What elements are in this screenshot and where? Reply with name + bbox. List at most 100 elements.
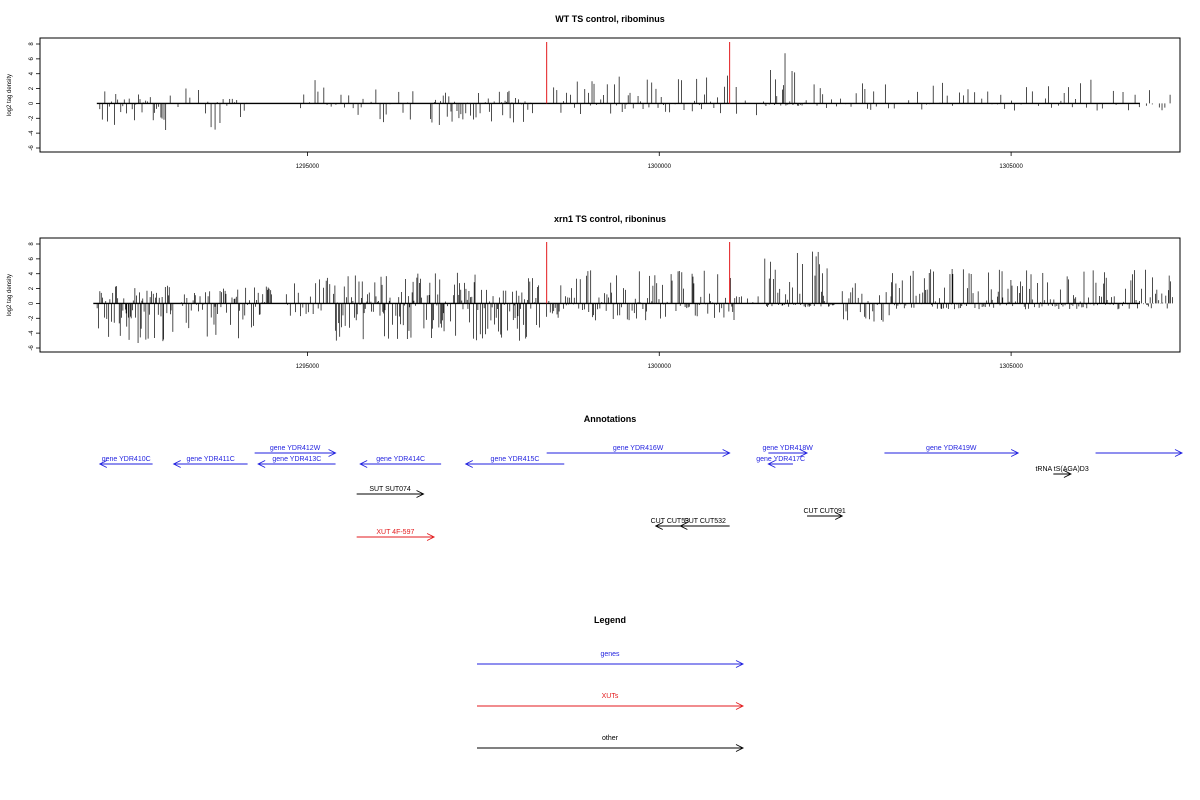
annotation-feature: XUT 4F-597	[356, 529, 436, 541]
wt-x-tick-label: 1305000	[999, 164, 1023, 170]
wt-x-tick-label: 1300000	[648, 164, 672, 170]
annotation-feature-arrowhead	[679, 522, 688, 530]
annotation-feature-arrowhead	[464, 460, 473, 468]
xrn1-panel-frame	[39, 237, 1181, 353]
annotation-feature-arrowhead	[172, 460, 181, 468]
wt-x-tick-label: 1295000	[296, 164, 320, 170]
annotation-label: gene YDR413C	[272, 456, 321, 463]
wt-y-tick-label: -6	[29, 145, 35, 151]
annotation-label: XUT 4F-597	[376, 529, 414, 536]
wt-y-tick-label: 4	[29, 71, 35, 75]
annotation-label: CUT CUT53	[651, 518, 689, 525]
wt-y-tick-label: 2	[29, 86, 35, 90]
annotation-feature-arrowhead	[835, 512, 844, 520]
legend-label: other	[602, 735, 619, 742]
annotation-feature: tRNA tS(AGA)D3	[1035, 466, 1089, 478]
xrn1-y-tick-label: -4	[29, 330, 35, 336]
xrn1-y-axis: 8 6 4 2 0 -2 -4 -6	[29, 242, 40, 351]
annotation-label: gene YDR419W	[926, 445, 977, 452]
xrn1-markers	[546, 242, 731, 304]
xrn1-coverage-panel: xrn1 TS control, riboninus log2 tag dens…	[7, 214, 1181, 370]
annotation-feature-arrowhead	[416, 490, 425, 498]
annotation-feature: SUT SUT074	[356, 486, 425, 498]
annotation-feature-arrowhead	[1174, 449, 1184, 457]
annotation-feature: CUT CUT53	[651, 518, 689, 530]
annotation-label: gene YDR418W	[762, 445, 813, 452]
wt-panel-ylabel: log2 tag density	[7, 74, 13, 116]
wt-x-axis: 1295000 1300000 1305000	[296, 152, 1023, 170]
annotation-feature: CUT CUT091	[803, 508, 846, 520]
annotation-feature: SUT CUT532	[679, 518, 730, 530]
annotation-feature-arrowhead	[722, 449, 731, 457]
annotation-feature-arrowhead	[426, 533, 436, 541]
annotation-feature: gene YDR415C	[464, 456, 565, 468]
legend-items: genes XUTs other	[477, 651, 745, 752]
xrn1-x-tick-label: 1295000	[296, 364, 320, 370]
annotation-label: gene YDR417C	[756, 456, 805, 463]
legend-item-other: other	[477, 735, 745, 752]
annotation-feature: gene YDR418W	[762, 445, 813, 457]
legend-xut-arrowhead	[735, 702, 745, 710]
annotation-feature: gene YDR413C	[257, 456, 336, 468]
annotation-label: gene YDR415C	[491, 456, 540, 463]
wt-y-axis: 8 6 4 2 0 -2 -4 -6	[29, 42, 40, 151]
xrn1-y-tick-label: 2	[29, 286, 35, 290]
annotation-feature-arrowhead	[767, 460, 776, 468]
xrn1-y-tick-label: 8	[29, 242, 35, 246]
legend-gene-arrowhead	[735, 660, 745, 668]
annotation-feature-arrowhead	[98, 460, 108, 468]
annotation-feature-arrowhead	[257, 460, 266, 468]
xrn1-panel-title: xrn1 TS control, riboninus	[554, 214, 666, 224]
annotation-label: SUT SUT074	[369, 486, 411, 493]
annotation-feature: gene YDR416W	[546, 445, 731, 457]
annotation-feature: gene YDR411C	[172, 456, 248, 468]
annotation-feature: gene YDR417C	[756, 456, 805, 468]
legend-item-gene: genes	[477, 651, 745, 668]
annotations-title: Annotations	[584, 414, 637, 424]
annotation-feature-arrowhead	[799, 449, 809, 457]
wt-panel-frame	[39, 37, 1181, 153]
legend-item-xut: XUTs	[477, 693, 745, 710]
annotation-label: CUT CUT091	[803, 508, 845, 515]
xrn1-y-tick-label: -2	[29, 315, 35, 321]
annotation-label: gene YDR412W	[270, 445, 321, 452]
annotation-label: gene YDR410C	[102, 456, 151, 463]
annotation-feature: gene YDR410C	[98, 456, 153, 468]
annotation-feature: gene YDR419W	[884, 445, 1020, 457]
xrn1-x-axis: 1295000 1300000 1305000	[296, 352, 1023, 370]
annotations-track: Annotations gene YDR410C gene YDR411Cgene…	[98, 414, 1184, 541]
annotation-feature-arrowhead	[1010, 449, 1020, 457]
xrn1-panel-ylabel: log2 tag density	[7, 274, 13, 316]
wt-y-tick-label: 8	[29, 42, 35, 46]
wt-y-tick-label: 6	[29, 57, 35, 61]
legend-other-arrowhead	[735, 744, 745, 752]
annotation-label: tRNA tS(AGA)D3	[1035, 466, 1088, 473]
wt-coverage-panel: WT TS control, ribominus log2 tag densit…	[7, 14, 1181, 170]
xrn1-y-tick-label: 6	[29, 257, 35, 261]
annotation-features: gene YDR410C gene YDR411C gene YDR412W gene…	[98, 445, 1184, 541]
xrn1-x-tick-label: 1300000	[648, 364, 672, 370]
xrn1-y-tick-label: 0	[29, 301, 35, 305]
legend-label: XUTs	[602, 693, 619, 700]
wt-y-tick-label: 0	[29, 101, 35, 105]
xrn1-y-tick-label: 4	[29, 271, 35, 275]
wt-y-tick-label: -2	[29, 115, 35, 121]
legend-title: Legend	[594, 615, 626, 625]
annotation-feature: gene YDR414C	[359, 456, 442, 468]
annotation-label: gene YDR416W	[613, 445, 664, 452]
wt-panel-title: WT TS control, ribominus	[555, 14, 665, 24]
annotation-label: gene YDR414C	[376, 456, 425, 463]
wt-markers	[546, 42, 731, 104]
annotation-feature-arrowhead	[1063, 470, 1072, 478]
annotation-feature: gene YDR412W	[254, 445, 337, 457]
annotation-feature-arrowhead	[359, 460, 368, 468]
legend-label: genes	[600, 651, 620, 658]
annotation-feature	[1095, 449, 1184, 457]
annotation-label: SUT CUT532	[684, 518, 726, 525]
wt-y-tick-label: -4	[29, 130, 35, 136]
xrn1-x-tick-label: 1305000	[999, 364, 1023, 370]
wt-coverage-bars	[99, 53, 1171, 131]
legend: Legend genes XUTs other	[477, 615, 745, 752]
annotation-feature-arrowhead	[654, 522, 663, 530]
